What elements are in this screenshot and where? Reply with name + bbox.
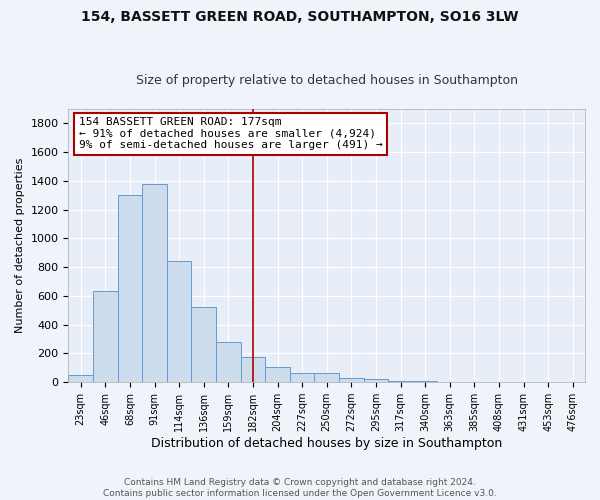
Text: 154 BASSETT GREEN ROAD: 177sqm
← 91% of detached houses are smaller (4,924)
9% o: 154 BASSETT GREEN ROAD: 177sqm ← 91% of … <box>79 117 382 150</box>
Bar <box>216 342 241 382</box>
Title: Size of property relative to detached houses in Southampton: Size of property relative to detached ho… <box>136 74 518 87</box>
Y-axis label: Number of detached properties: Number of detached properties <box>15 158 25 334</box>
Bar <box>364 380 388 382</box>
Text: 154, BASSETT GREEN ROAD, SOUTHAMPTON, SO16 3LW: 154, BASSETT GREEN ROAD, SOUTHAMPTON, SO… <box>81 10 519 24</box>
Bar <box>265 367 290 382</box>
Bar <box>339 378 364 382</box>
Bar <box>314 373 339 382</box>
Bar <box>118 196 142 382</box>
Text: Contains HM Land Registry data © Crown copyright and database right 2024.
Contai: Contains HM Land Registry data © Crown c… <box>103 478 497 498</box>
Bar <box>413 381 437 382</box>
Bar <box>290 373 314 382</box>
Bar <box>388 381 413 382</box>
Bar <box>167 262 191 382</box>
Bar <box>241 357 265 382</box>
Bar <box>68 375 93 382</box>
Bar <box>191 308 216 382</box>
Bar <box>93 291 118 382</box>
X-axis label: Distribution of detached houses by size in Southampton: Distribution of detached houses by size … <box>151 437 502 450</box>
Bar <box>142 184 167 382</box>
